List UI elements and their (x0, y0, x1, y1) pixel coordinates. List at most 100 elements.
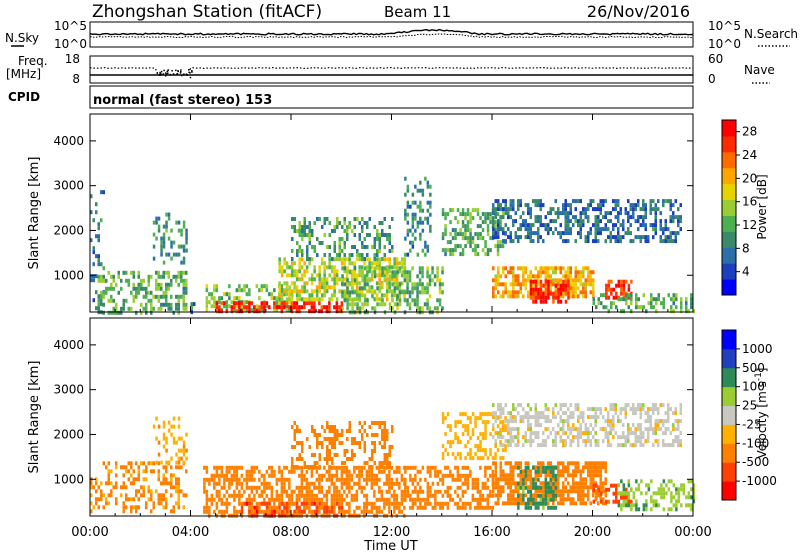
heatmap-cell (303, 233, 306, 237)
heatmap-cell (539, 497, 543, 502)
heatmap-cell (283, 289, 286, 294)
heatmap-cell (370, 285, 374, 290)
heatmap-cell (469, 236, 472, 241)
heatmap-cell (167, 286, 170, 291)
heatmap-cell (345, 257, 349, 262)
heatmap-cell (303, 305, 306, 310)
heatmap-cell (647, 427, 650, 432)
heatmap-cell (150, 489, 153, 494)
heatmap-cell (562, 283, 565, 288)
heatmap-cell (620, 279, 623, 284)
heatmap-cell (527, 427, 530, 432)
heatmap-cell (333, 433, 336, 437)
heatmap-cell (547, 489, 550, 494)
heatmap-cell (627, 423, 630, 428)
heatmap-cell (303, 217, 306, 221)
heatmap-cell (250, 465, 254, 470)
heatmap-cell (346, 302, 349, 307)
heatmap-cell (574, 290, 577, 295)
heatmap-cell (499, 420, 502, 425)
heatmap-cell (375, 473, 379, 478)
heatmap-cell (343, 261, 346, 266)
heatmap-cell (527, 415, 530, 420)
heatmap-cell (409, 505, 412, 510)
heatmap-cell (348, 253, 351, 257)
heatmap-cell (489, 452, 492, 457)
heatmap-cell (552, 270, 555, 275)
heatmap-cell (619, 207, 622, 212)
heatmap-cell (499, 473, 502, 478)
heatmap-cell (278, 305, 281, 310)
heatmap-cell (373, 257, 376, 261)
heatmap-cell (115, 310, 118, 315)
heatmap-cell (245, 481, 249, 486)
heatmap-cell (685, 309, 688, 314)
heatmap-cell (479, 224, 482, 229)
heatmap-cell (587, 435, 590, 440)
heatmap-cell (373, 290, 377, 295)
heatmap-cell (326, 245, 329, 249)
heatmap-cell (175, 460, 178, 465)
heatmap-cell (255, 284, 259, 289)
heatmap-cell (341, 433, 344, 437)
heatmap-cell (355, 489, 359, 494)
heatmap-cell (419, 216, 422, 221)
heatmap-cell (509, 415, 512, 420)
heatmap-cell (291, 461, 294, 465)
freq-unit: [MHz] (6, 67, 41, 81)
heatmap-cell (280, 489, 284, 494)
heatmap-cell (414, 497, 417, 502)
heatmap-cell (310, 473, 314, 478)
heatmap-cell (238, 501, 241, 506)
heatmap-cell (295, 497, 299, 502)
heatmap-cell (305, 489, 309, 494)
heatmap-cell (306, 257, 309, 261)
heatmap-cell (554, 283, 558, 288)
heatmap-cell (431, 270, 434, 275)
heatmap-cell (328, 489, 331, 494)
heatmap-cell (584, 477, 587, 482)
heatmap-cell (388, 249, 391, 253)
heatmap-cell (305, 485, 309, 490)
heatmap-cell (547, 227, 550, 232)
heatmap-cell (655, 491, 658, 496)
heatmap-cell (672, 309, 675, 314)
heatmap-cell (132, 286, 135, 291)
heatmap-cell (438, 282, 442, 287)
heatmap-cell (670, 507, 673, 512)
heatmap-cell (532, 287, 535, 292)
heatmap-cell (476, 456, 480, 461)
heatmap-cell (502, 270, 505, 275)
heatmap-cell (479, 412, 482, 417)
heatmap-cell (414, 489, 417, 494)
heatmap-cell (481, 436, 485, 441)
heatmap-cell (125, 465, 128, 470)
heatmap-cell (512, 203, 515, 208)
heatmap-cell (610, 305, 613, 310)
heatmap-cell (499, 489, 502, 494)
heatmap-cell (310, 257, 314, 262)
heatmap-cell (414, 477, 417, 482)
heatmap-cell (607, 499, 610, 504)
heatmap-cell (398, 285, 401, 290)
heatmap-cell (489, 248, 492, 253)
heatmap-cell (497, 493, 500, 498)
heatmap-cell (416, 489, 420, 494)
heatmap-cell (659, 403, 662, 408)
heatmap-cell (539, 203, 542, 208)
beam-label: Beam 11 (384, 3, 451, 21)
heatmap-cell (388, 277, 391, 282)
heatmap-cell (388, 505, 391, 510)
heatmap-cell (569, 411, 572, 416)
heatmap-cell (547, 419, 550, 424)
heatmap-cell (330, 493, 334, 498)
heatmap-cell (228, 304, 231, 309)
heatmap-cell (411, 286, 414, 291)
heatmap-cell (459, 505, 462, 510)
heatmap-cell (574, 469, 577, 474)
heatmap-cell (293, 489, 296, 494)
heatmap-cell (662, 491, 666, 496)
heatmap-cell (406, 228, 410, 233)
heatmap-cell (185, 306, 188, 311)
